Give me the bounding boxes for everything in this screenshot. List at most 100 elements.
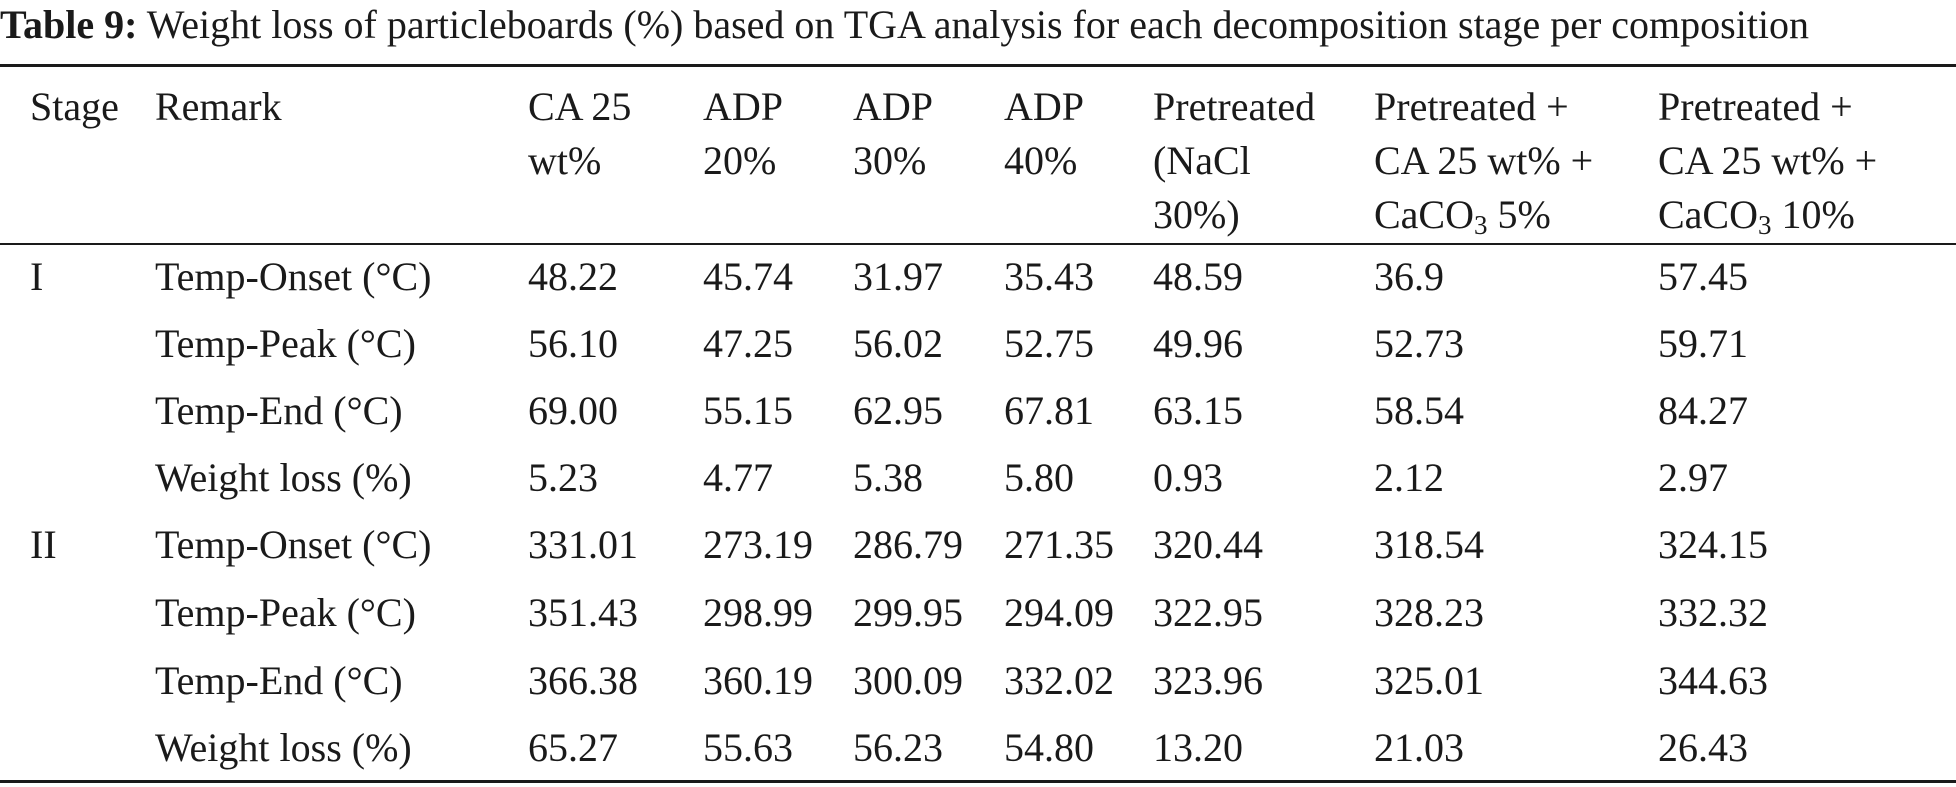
value-cell: 48.59 (1153, 254, 1243, 299)
value-cell: 56.10 (528, 321, 618, 366)
value-cell: 322.95 (1153, 590, 1263, 635)
value-cell: 332.32 (1658, 590, 1768, 635)
value-cell: 52.75 (1004, 321, 1094, 366)
value-cell: 5.80 (1004, 455, 1074, 500)
remark-cell: Temp-Onset (°C) (155, 254, 432, 299)
caco3-prefix: CaCO (1374, 192, 1474, 237)
value-cell: 0.93 (1153, 455, 1223, 500)
column-header-line: CA 25 (528, 84, 632, 129)
value-cell: 35.43 (1004, 254, 1094, 299)
column-header-line: CA 25 wt% + (1374, 138, 1594, 183)
value-cell: 56.23 (853, 725, 943, 770)
remark-cell: Temp-Peak (°C) (155, 321, 416, 366)
column-header-stage: Stage (30, 80, 119, 134)
caco3-prefix: CaCO (1658, 192, 1758, 237)
value-cell: 5.38 (853, 455, 923, 500)
column-header-line: Remark (155, 84, 282, 129)
column-header-pretreated-ca-caco3-10: Pretreated + CA 25 wt% + CaCO3 10% (1658, 80, 1877, 242)
value-cell: 318.54 (1374, 522, 1484, 567)
caco3-suffix: 10% (1771, 192, 1855, 237)
value-cell: 324.15 (1658, 522, 1768, 567)
remark-cell: Weight loss (%) (155, 455, 412, 500)
value-cell: 13.20 (1153, 725, 1243, 770)
value-cell: 67.81 (1004, 388, 1094, 433)
column-header-remark: Remark (155, 80, 282, 134)
value-cell: 271.35 (1004, 522, 1114, 567)
table-caption-text: Weight loss of particleboards (%) based … (146, 2, 1810, 47)
value-cell: 298.99 (703, 590, 813, 635)
column-header-line: CA 25 wt% + (1658, 138, 1878, 183)
value-cell: 366.38 (528, 658, 638, 703)
value-cell: 294.09 (1004, 590, 1114, 635)
value-cell: 323.96 (1153, 658, 1263, 703)
remark-cell: Temp-Onset (°C) (155, 522, 432, 567)
table-bottom-rule (0, 780, 1956, 783)
value-cell: 59.71 (1658, 321, 1748, 366)
column-header-line: ADP (853, 84, 934, 129)
value-cell: 320.44 (1153, 522, 1263, 567)
column-header-line: (NaCl (1153, 138, 1251, 183)
value-cell: 300.09 (853, 658, 963, 703)
value-cell: 31.97 (853, 254, 943, 299)
value-cell: 331.01 (528, 522, 638, 567)
column-header-line: 40% (1004, 138, 1078, 183)
value-cell: 57.45 (1658, 254, 1748, 299)
remark-cell: Weight loss (%) (155, 725, 412, 770)
remark-cell: Temp-End (°C) (155, 388, 403, 433)
value-cell: 55.15 (703, 388, 793, 433)
column-header-adp30: ADP 30% (853, 80, 933, 188)
caco3-subscript: 3 (1758, 210, 1772, 240)
column-header-line: 30% (853, 138, 927, 183)
value-cell: 63.15 (1153, 388, 1243, 433)
value-cell: 56.02 (853, 321, 943, 366)
value-cell: 351.43 (528, 590, 638, 635)
value-cell: 62.95 (853, 388, 943, 433)
value-cell: 84.27 (1658, 388, 1748, 433)
value-cell: 47.25 (703, 321, 793, 366)
value-cell: 273.19 (703, 522, 813, 567)
value-cell: 360.19 (703, 658, 813, 703)
value-cell: 4.77 (703, 455, 773, 500)
column-header-caco3-line: CaCO3 5% (1374, 188, 1593, 242)
column-header-line: ADP (703, 84, 784, 129)
value-cell: 344.63 (1658, 658, 1768, 703)
value-cell: 5.23 (528, 455, 598, 500)
value-cell: 49.96 (1153, 321, 1243, 366)
remark-cell: Temp-Peak (°C) (155, 590, 416, 635)
column-header-line: Pretreated + (1658, 84, 1853, 129)
value-cell: 54.80 (1004, 725, 1094, 770)
value-cell: 325.01 (1374, 658, 1484, 703)
table-header-rule (0, 243, 1956, 245)
caco3-subscript: 3 (1474, 210, 1488, 240)
value-cell: 21.03 (1374, 725, 1464, 770)
value-cell: 332.02 (1004, 658, 1114, 703)
value-cell: 286.79 (853, 522, 963, 567)
caco3-suffix: 5% (1487, 192, 1551, 237)
value-cell: 65.27 (528, 725, 618, 770)
value-cell: 69.00 (528, 388, 618, 433)
remark-cell: Temp-End (°C) (155, 658, 403, 703)
column-header-line: Stage (30, 84, 119, 129)
column-header-line: 30%) (1153, 192, 1240, 237)
value-cell: 2.97 (1658, 455, 1728, 500)
value-cell: 45.74 (703, 254, 793, 299)
table-caption: Table 9: Weight loss of particleboards (… (0, 0, 1956, 50)
column-header-pretreated-nacl: Pretreated (NaCl 30%) (1153, 80, 1315, 242)
value-cell: 58.54 (1374, 388, 1464, 433)
value-cell: 55.63 (703, 725, 793, 770)
table-top-rule (0, 64, 1956, 67)
value-cell: 2.12 (1374, 455, 1444, 500)
value-cell: 299.95 (853, 590, 963, 635)
column-header-adp20: ADP 20% (703, 80, 783, 188)
table-caption-label: Table 9: (0, 2, 138, 47)
column-header-line: Pretreated + (1374, 84, 1569, 129)
value-cell: 26.43 (1658, 725, 1748, 770)
column-header-caco3-line: CaCO3 10% (1658, 188, 1877, 242)
value-cell: 48.22 (528, 254, 618, 299)
stage-cell: I (30, 254, 44, 299)
column-header-line: 20% (703, 138, 777, 183)
column-header-adp40: ADP 40% (1004, 80, 1084, 188)
column-header-ca25: CA 25 wt% (528, 80, 631, 188)
value-cell: 36.9 (1374, 254, 1444, 299)
column-header-line: Pretreated (1153, 84, 1316, 129)
